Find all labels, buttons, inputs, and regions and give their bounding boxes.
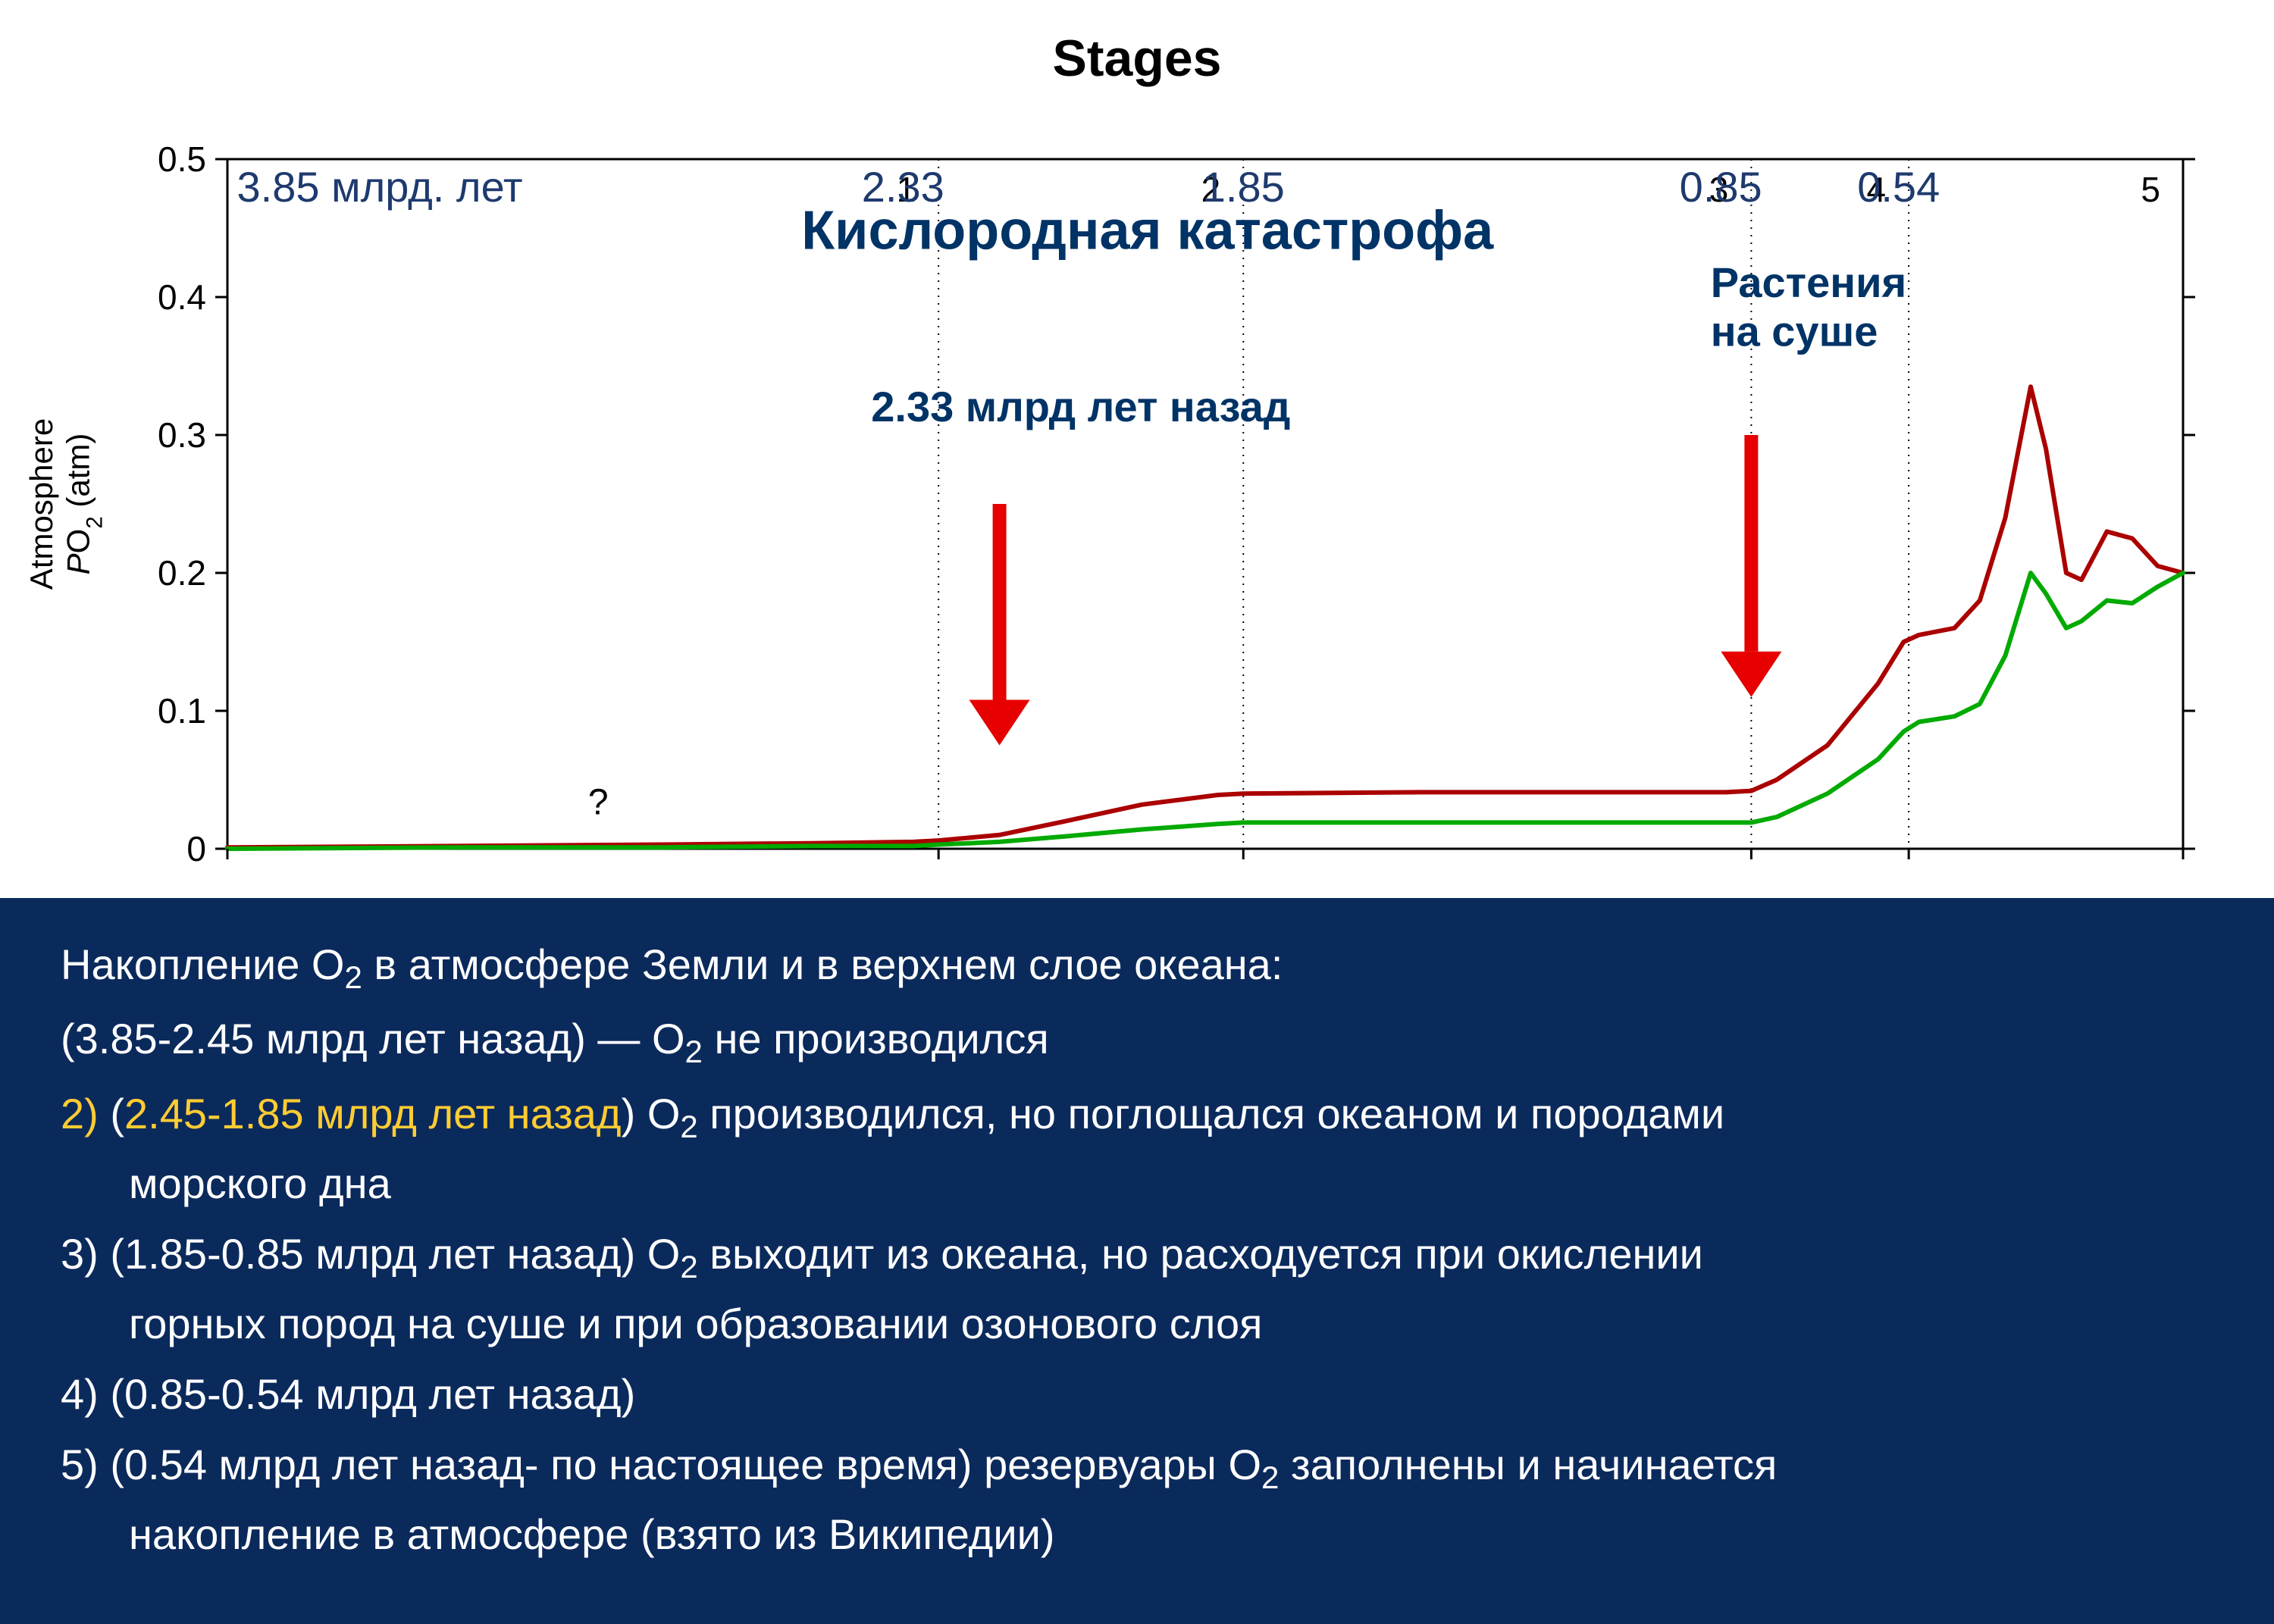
legend-line-2-range: 2.45-1.85 млрд лет назад <box>124 1090 622 1137</box>
ytick-label: 0.4 <box>158 277 206 317</box>
y-axis-label: AtmospherePO2 (atm) <box>23 418 107 590</box>
legend-text-panel: Накопление O2 в атмосфере Земли и в верх… <box>0 898 2274 1624</box>
annotation-label: 2.33 млрд лет назад <box>871 383 1290 430</box>
chart-panel: Stages 0 0.1 0.2 0.3 0.4 0.5 AtmospherePO2 (atm… <box>0 0 2274 898</box>
legend-line-2-close: ) <box>622 1090 647 1137</box>
ytick-label: 0.1 <box>158 691 206 731</box>
legend-line-4: 4) (0.85-0.54 млрд лет назад) <box>61 1362 2213 1428</box>
stage-number: 5 <box>2141 170 2160 209</box>
legend-line-1: (3.85-2.45 млрд лет назад) — O2 не произ… <box>61 1006 2213 1076</box>
top-time-label: 0.85 <box>1680 163 1762 211</box>
ytick-label: 0.5 <box>158 139 206 179</box>
top-time-label: 3.85 млрд. лет <box>237 163 523 211</box>
annotation-arrow-shaft <box>993 504 1007 700</box>
legend-line-2-rest-b: морского дна <box>61 1151 2213 1217</box>
ytick-label: 0.2 <box>158 553 206 593</box>
legend-line-2-open: ( <box>99 1090 124 1137</box>
chart-bg <box>0 0 2274 898</box>
question-mark: ? <box>588 783 609 823</box>
legend-line-5b: накопление в атмосфере (взято из Википед… <box>61 1502 2213 1568</box>
legend-line-2: 2) (2.45-1.85 млрд лет назад) O2 произво… <box>61 1081 2213 1217</box>
chart-title: Stages <box>1053 30 1222 87</box>
annotation-label: Растенияна суше <box>1711 258 1906 355</box>
in-plot-title: Кислородная катастрофа <box>801 200 1494 261</box>
legend-line-3b: горных пород на суше и при образовании о… <box>61 1291 2213 1357</box>
annotation-arrow-shaft <box>1744 435 1758 652</box>
legend-line-5a: 5) (0.54 млрд лет назад- по настоящее вр… <box>61 1441 1777 1488</box>
legend-line-intro: Накопление O2 в атмосфере Земли и в верх… <box>61 932 2213 1002</box>
ytick-label: 0.3 <box>158 415 206 455</box>
legend-line-2-rest-a: O2 производился, но поглощался океаном и… <box>647 1090 1724 1137</box>
top-time-label: 0.54 <box>1857 163 1940 211</box>
oxygen-stages-chart: Stages 0 0.1 0.2 0.3 0.4 0.5 AtmospherePO2 (atm… <box>0 0 2274 898</box>
legend-line-2-num: 2) <box>61 1090 99 1137</box>
legend-line-5: 5) (0.54 млрд лет назад- по настоящее вр… <box>61 1432 2213 1568</box>
legend-line-3: 3) (1.85-0.85 млрд лет назад) O2 выходит… <box>61 1222 2213 1357</box>
legend-line-3a: 3) (1.85-0.85 млрд лет назад) O2 выходит… <box>61 1230 1703 1278</box>
ytick-label: 0 <box>186 829 206 868</box>
